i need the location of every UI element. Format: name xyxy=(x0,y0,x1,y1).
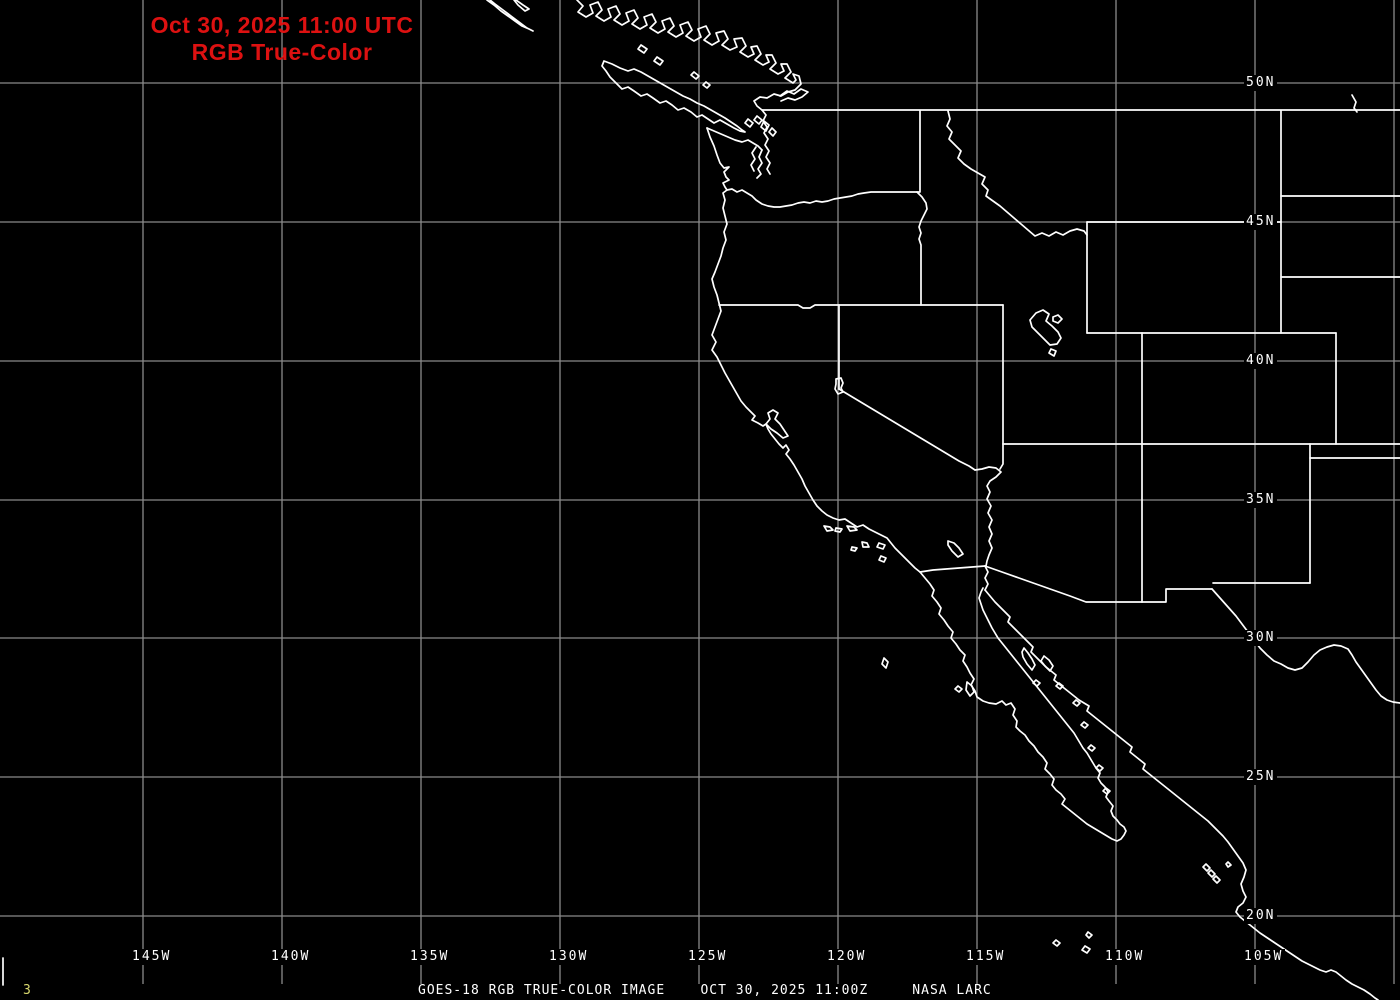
map-feature-isla-angel-guarda xyxy=(1021,647,1036,671)
frame-counter: 3 xyxy=(23,983,32,998)
map-feature-gulf-speck-c xyxy=(1072,699,1081,707)
map-feature-nm-mx-border xyxy=(1141,588,1213,603)
map-feature-haida-gwaii-b xyxy=(513,0,530,12)
map-feature-border-creek xyxy=(1351,94,1358,113)
map-feature-id-mt-border xyxy=(946,110,1088,237)
map-feature-whidbey-a xyxy=(760,120,770,132)
map-feature-channel-island-b xyxy=(834,527,843,533)
longitude-label-145W: 145W xyxy=(130,949,174,965)
map-feature-gulf-island-a xyxy=(744,118,754,128)
map-feature-guadalupe-island xyxy=(881,657,889,669)
map-feature-gulf-speck-g xyxy=(1102,787,1111,795)
map-feature-bc-island-b xyxy=(653,56,664,66)
latitude-label-35N: 35N xyxy=(1244,492,1278,508)
map-feature-rio-grande xyxy=(1211,588,1400,704)
map-feature-bc-island-d xyxy=(702,81,711,89)
map-feature-border-42n xyxy=(718,304,1004,309)
caption: GOES-18 RGB TRUE-COLOR IMAGE OCT 30, 202… xyxy=(418,983,992,998)
map-feature-baja-coast xyxy=(919,571,1127,842)
map-feature-channel-island-a xyxy=(823,525,834,532)
map-feature-ca-nv-border-diag xyxy=(838,388,976,471)
map-feature-bc-mainland-coast xyxy=(576,0,802,111)
map-feature-channel-island-e xyxy=(850,546,858,552)
map-feature-revillagigedo-b xyxy=(1081,945,1091,954)
map-feature-islas-marias-c xyxy=(1212,875,1221,884)
map-feature-haida-gwaii-a xyxy=(486,0,534,32)
longitude-label-110W: 110W xyxy=(1103,949,1147,965)
latitude-label-45N: 45N xyxy=(1244,214,1278,230)
map-feature-cedros-speck xyxy=(954,685,963,693)
map-feature-nv-az-border-vert xyxy=(999,443,1004,470)
map-feature-channel-island-d xyxy=(861,541,870,548)
map-feature-ca-mx-border xyxy=(919,565,986,573)
map-feature-sf-bay xyxy=(765,409,789,439)
map-feature-az-mx-border xyxy=(984,565,1143,603)
latitude-label-25N: 25N xyxy=(1244,769,1278,785)
map-feature-gulf-speck-f xyxy=(1095,764,1104,772)
map-feature-sonora-sinaloa-coast xyxy=(984,589,1379,1000)
map-feature-snake-or-id-border xyxy=(916,191,928,306)
map-feature-salton-sea xyxy=(947,540,964,558)
latitude-label-20N: 20N xyxy=(1244,908,1278,924)
longitude-label-120W: 120W xyxy=(825,949,869,965)
map-feature-pacific-coast xyxy=(706,127,921,573)
map-feature-gulf-speck-b xyxy=(1055,682,1064,690)
map-feature-utah-lake xyxy=(1048,348,1057,357)
map-feature-revillagigedo-a xyxy=(1052,939,1061,947)
longitude-label-140W: 140W xyxy=(269,949,313,965)
map-feature-vancouver-island xyxy=(601,60,746,133)
map-feature-columbia-river xyxy=(726,188,918,208)
map-feature-gulf-speck-a xyxy=(1032,679,1041,687)
map-feature-juan-de-fuca-south-shore xyxy=(706,127,763,151)
map-feature-whidbey-b xyxy=(768,127,777,137)
longitude-label-105W: 105W xyxy=(1242,949,1286,965)
map-feature-bc-island-c xyxy=(690,71,700,80)
map-feature-channel-island-c xyxy=(846,525,858,532)
latitude-label-30N: 30N xyxy=(1244,630,1278,646)
map-feature-gulf-speck-d xyxy=(1080,721,1089,729)
map-feature-isla-isabel xyxy=(1225,861,1232,868)
timestamp-title: Oct 30, 2025 11:00 UTC xyxy=(150,12,414,38)
map-feature-great-salt-lake-ring xyxy=(1052,314,1063,324)
map-feature-lake-tahoe xyxy=(834,377,844,395)
title-block: Oct 30, 2025 11:00 UTC RGB True-Color xyxy=(132,12,432,66)
map-feature-colorado-river xyxy=(974,466,1002,567)
map-feature-gulf-speck-e xyxy=(1087,744,1096,752)
map-feature-wa-id-border xyxy=(916,110,921,193)
longitude-label-125W: 125W xyxy=(686,949,730,965)
latitude-label-50N: 50N xyxy=(1244,75,1278,91)
map-feature-revillagigedo-c xyxy=(1085,931,1093,939)
longitude-label-130W: 130W xyxy=(547,949,591,965)
map-feature-fraser-inlets xyxy=(779,88,809,102)
map-feature-puget-east-shore xyxy=(761,109,771,175)
product-title: RGB True-Color xyxy=(191,39,373,65)
map-feature-colorado-delta xyxy=(984,565,989,591)
longitude-label-135W: 135W xyxy=(408,949,452,965)
map-feature-channel-island-f xyxy=(876,542,886,550)
map-feature-hood-canal xyxy=(750,146,757,172)
map-feature-gulf-island-b xyxy=(753,115,763,125)
map-feature-islas-marias-b xyxy=(1207,869,1216,878)
longitude-label-115W: 115W xyxy=(964,949,1008,965)
map-feature-islas-marias-a xyxy=(1202,863,1211,872)
map-feature-puget-sound-main xyxy=(756,149,763,179)
map-feature-channel-island-g xyxy=(878,555,887,563)
map-feature-great-salt-lake xyxy=(1029,309,1062,346)
latitude-label-40N: 40N xyxy=(1244,353,1278,369)
map-feature-bc-island-a xyxy=(637,44,648,54)
